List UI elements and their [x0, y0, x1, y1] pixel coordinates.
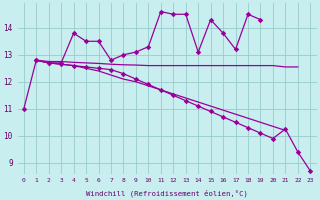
X-axis label: Windchill (Refroidissement éolien,°C): Windchill (Refroidissement éolien,°C) [86, 189, 248, 197]
